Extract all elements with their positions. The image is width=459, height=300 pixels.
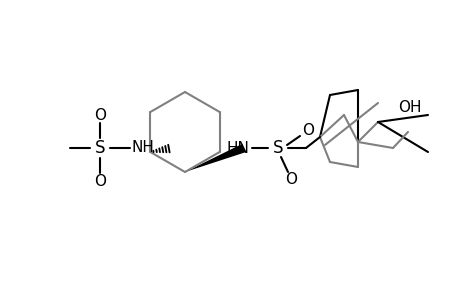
Text: S: S (272, 139, 283, 157)
Polygon shape (185, 144, 245, 172)
Text: S: S (95, 139, 105, 157)
Text: NH: NH (131, 140, 154, 154)
Text: O: O (302, 122, 313, 137)
Text: O: O (94, 107, 106, 122)
Text: HN: HN (226, 140, 249, 155)
Text: O: O (94, 173, 106, 188)
Text: OH: OH (397, 100, 420, 115)
Text: O: O (285, 172, 297, 188)
